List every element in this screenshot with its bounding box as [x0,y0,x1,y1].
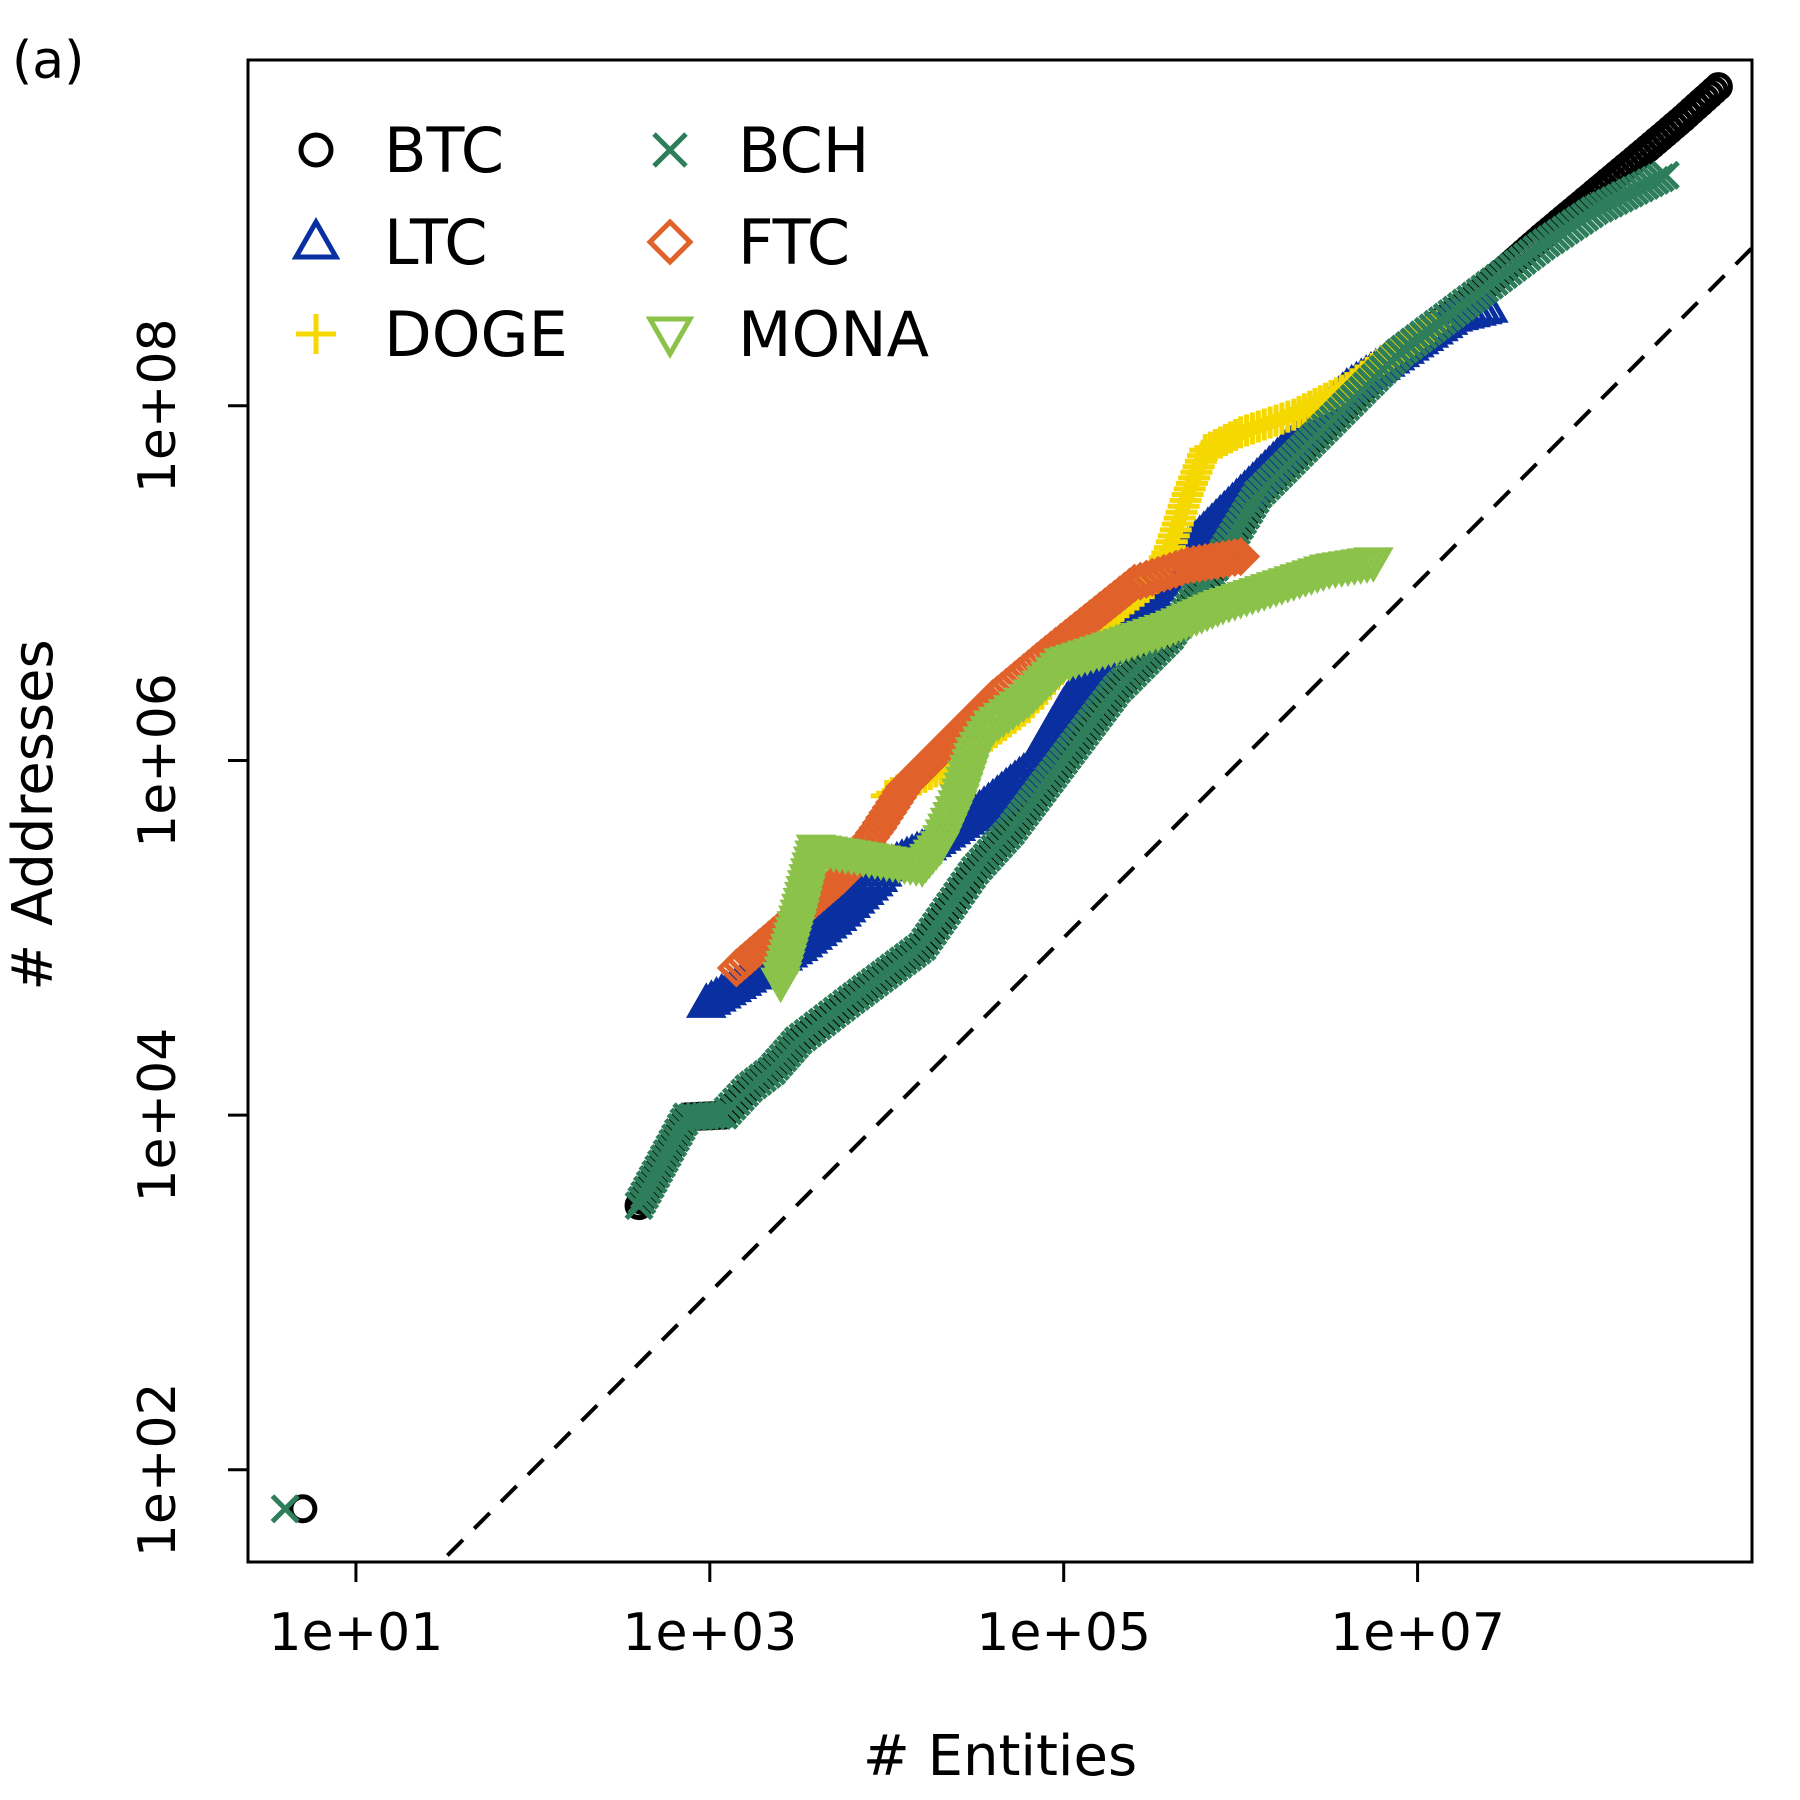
y-tick-label-0: 1e+02 [128,1382,188,1557]
x-axis: 1e+01 1e+03 1e+05 1e+07 [269,1562,1505,1663]
legend-marker-doge [296,314,336,354]
point-ftc-fill-9-5 [1144,553,1184,593]
series-layer [270,72,1733,1524]
legend-label-ltc: LTC [384,206,488,279]
point-btc-fill-23-7 [1699,76,1729,106]
x-tick-label-2: 1e+05 [976,1603,1151,1663]
legend-label-bch: BCH [738,114,869,187]
point-bch-0 [270,1494,300,1524]
point-doge-fill-8-5 [1214,421,1247,454]
x-axis-label: # Entities [863,1724,1137,1789]
legend-marker-ftc [646,218,694,266]
legend-marker-btc [298,132,334,168]
plot-area [270,72,1752,1562]
y-axis-label: # Addresses [1,639,66,990]
y-tick-label-3: 1e+08 [128,318,188,493]
y-axis: 1e+02 1e+04 1e+06 1e+08 [128,318,248,1557]
legend-item-btc: BTC [298,114,504,187]
legend-label-doge: DOGE [384,298,568,371]
legend-label-btc: BTC [384,114,504,187]
point-btc-0 [288,1494,318,1524]
legend-label-mona: MONA [738,298,929,371]
legend-item-ltc: LTC [291,206,488,279]
point-mona-fill-7-5 [997,691,1039,728]
plot-frame [246,58,1754,1564]
point-bch-fill-2-4 [697,1101,727,1131]
point-ltc-fill-16-5 [1462,288,1503,325]
y-tick-label-2: 1e+06 [128,673,188,848]
legend-marker-ltc [291,216,341,260]
legend-item-mona: MONA [645,298,929,371]
x-tick-label-3: 1e+07 [1330,1603,1505,1663]
legend-item-ftc: FTC [646,206,850,279]
series-mona [760,547,1394,1004]
point-ftc-fill-10-6 [1203,539,1243,580]
legend-item-bch: BCH [652,114,869,187]
point-bch-fill-21-6 [1645,163,1675,193]
panel-label: (a) [12,31,84,91]
point-bch-fill-2-3 [690,1101,720,1131]
point-ftc-fill-10-7 [1209,538,1249,579]
legend: BTC LTC DOGE BCH FTC MONA [291,114,929,371]
legend-label-ftc: FTC [738,206,850,279]
legend-marker-mona [645,316,695,360]
point-btc-fill-23-6 [1695,80,1725,110]
legend-item-doge: DOGE [296,298,568,371]
point-ftc-fill-10-8 [1215,537,1255,578]
point-ftc-fill-10-5 [1197,540,1237,581]
x-tick-label-1: 1e+03 [622,1603,797,1663]
point-mona-fill-14-6 [1346,548,1388,584]
x-tick-label-0: 1e+01 [269,1603,444,1663]
legend-marker-bch [652,132,688,168]
y-tick-label-1: 1e+04 [128,1028,188,1203]
